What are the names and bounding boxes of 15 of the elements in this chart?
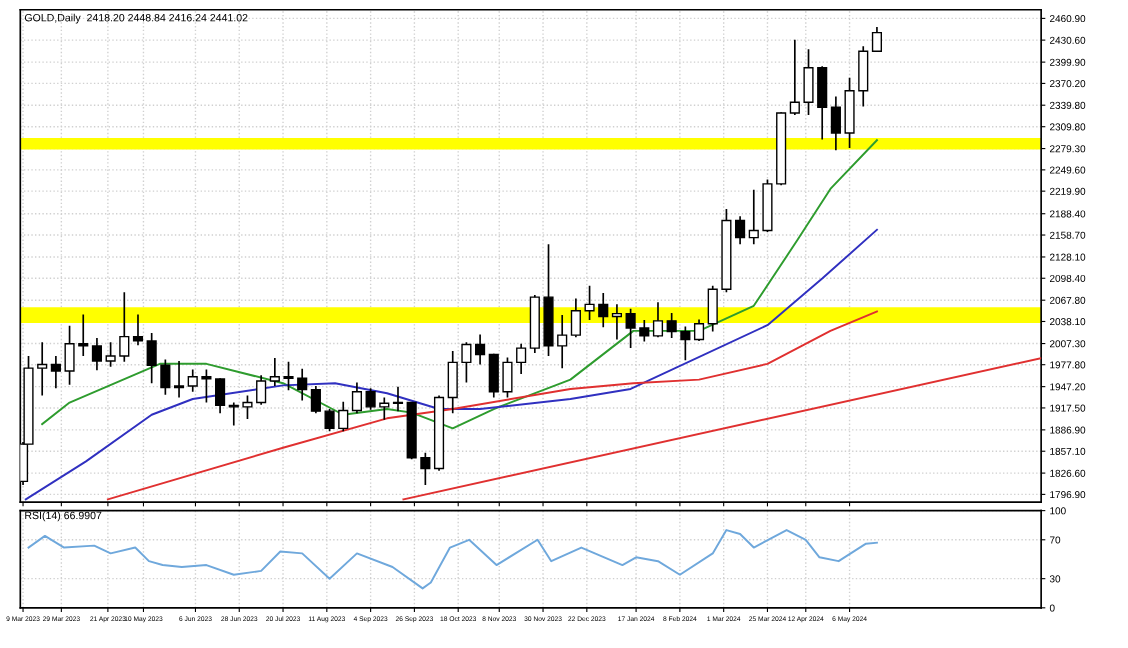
candlestick <box>475 333 486 366</box>
candlestick <box>91 337 103 372</box>
candlestick <box>652 301 664 339</box>
candlestick <box>611 303 623 341</box>
candlestick <box>173 360 185 399</box>
candlestick <box>735 215 746 245</box>
line-series <box>41 139 878 430</box>
line-series <box>27 529 878 590</box>
candlestick <box>392 385 404 412</box>
candlestick <box>215 377 226 415</box>
line-series <box>24 228 878 501</box>
candlestick <box>871 26 883 53</box>
candlestick <box>351 381 363 415</box>
candlestick <box>132 313 144 347</box>
candlestick <box>693 318 705 342</box>
